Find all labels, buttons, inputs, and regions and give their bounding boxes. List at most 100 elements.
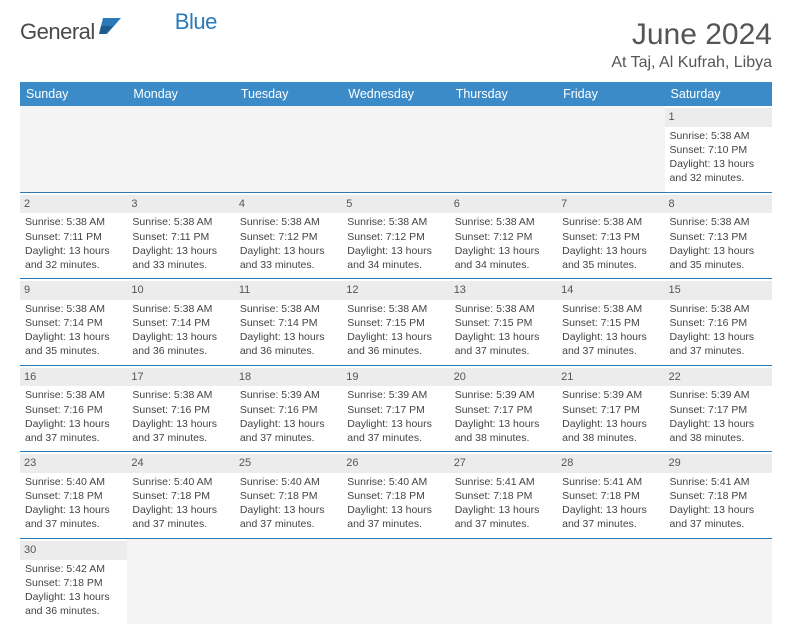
sunset-line: Sunset: 7:18 PM — [670, 489, 767, 503]
day-number: 1 — [665, 108, 772, 127]
day-number: 22 — [665, 368, 772, 387]
day-number: 7 — [557, 195, 664, 214]
day-number: 13 — [450, 281, 557, 300]
sunset-line: Sunset: 7:12 PM — [240, 230, 337, 244]
sunset-line: Sunset: 7:17 PM — [670, 403, 767, 417]
calendar-day-cell: 29Sunrise: 5:41 AMSunset: 7:18 PMDayligh… — [665, 452, 772, 539]
sunrise-line: Sunrise: 5:38 AM — [455, 215, 552, 229]
calendar-day-cell: 6Sunrise: 5:38 AMSunset: 7:12 PMDaylight… — [450, 192, 557, 279]
daylight-line: Daylight: 13 hours and 37 minutes. — [562, 503, 659, 531]
calendar-day-cell: 7Sunrise: 5:38 AMSunset: 7:13 PMDaylight… — [557, 192, 664, 279]
calendar-day-cell: 24Sunrise: 5:40 AMSunset: 7:18 PMDayligh… — [127, 452, 234, 539]
day-number: 21 — [557, 368, 664, 387]
day-number: 26 — [342, 454, 449, 473]
sunrise-line: Sunrise: 5:39 AM — [562, 388, 659, 402]
calendar-day-cell — [235, 106, 342, 192]
sunset-line: Sunset: 7:13 PM — [562, 230, 659, 244]
calendar-day-cell — [450, 538, 557, 624]
daylight-line: Daylight: 13 hours and 38 minutes. — [670, 417, 767, 445]
calendar-week-row: 1Sunrise: 5:38 AMSunset: 7:10 PMDaylight… — [20, 106, 772, 192]
logo-text-1: General — [20, 19, 95, 45]
calendar-day-cell: 4Sunrise: 5:38 AMSunset: 7:12 PMDaylight… — [235, 192, 342, 279]
day-number: 4 — [235, 195, 342, 214]
calendar-week-row: 2Sunrise: 5:38 AMSunset: 7:11 PMDaylight… — [20, 192, 772, 279]
sunset-line: Sunset: 7:15 PM — [455, 316, 552, 330]
sunrise-line: Sunrise: 5:38 AM — [670, 302, 767, 316]
calendar-day-cell: 17Sunrise: 5:38 AMSunset: 7:16 PMDayligh… — [127, 365, 234, 452]
day-number: 14 — [557, 281, 664, 300]
sunrise-line: Sunrise: 5:38 AM — [240, 302, 337, 316]
calendar-day-cell — [665, 538, 772, 624]
weekday-header: Monday — [127, 82, 234, 106]
sunrise-line: Sunrise: 5:40 AM — [132, 475, 229, 489]
calendar-day-cell: 22Sunrise: 5:39 AMSunset: 7:17 PMDayligh… — [665, 365, 772, 452]
daylight-line: Daylight: 13 hours and 38 minutes. — [562, 417, 659, 445]
calendar-day-cell — [557, 538, 664, 624]
sunset-line: Sunset: 7:11 PM — [132, 230, 229, 244]
daylight-line: Daylight: 13 hours and 37 minutes. — [240, 417, 337, 445]
calendar-day-cell — [127, 106, 234, 192]
sunset-line: Sunset: 7:16 PM — [670, 316, 767, 330]
calendar-day-cell: 14Sunrise: 5:38 AMSunset: 7:15 PMDayligh… — [557, 279, 664, 366]
day-number: 5 — [342, 195, 449, 214]
sunset-line: Sunset: 7:17 PM — [347, 403, 444, 417]
sunset-line: Sunset: 7:18 PM — [132, 489, 229, 503]
calendar-day-cell: 11Sunrise: 5:38 AMSunset: 7:14 PMDayligh… — [235, 279, 342, 366]
sunset-line: Sunset: 7:12 PM — [455, 230, 552, 244]
daylight-line: Daylight: 13 hours and 37 minutes. — [670, 330, 767, 358]
calendar-day-cell: 26Sunrise: 5:40 AMSunset: 7:18 PMDayligh… — [342, 452, 449, 539]
location-label: At Taj, Al Kufrah, Libya — [611, 54, 772, 72]
logo: General Blue — [20, 18, 217, 45]
calendar-body: 1Sunrise: 5:38 AMSunset: 7:10 PMDaylight… — [20, 106, 772, 624]
calendar-day-cell: 1Sunrise: 5:38 AMSunset: 7:10 PMDaylight… — [665, 106, 772, 192]
calendar-week-row: 9Sunrise: 5:38 AMSunset: 7:14 PMDaylight… — [20, 279, 772, 366]
sunrise-line: Sunrise: 5:38 AM — [562, 215, 659, 229]
calendar-day-cell: 10Sunrise: 5:38 AMSunset: 7:14 PMDayligh… — [127, 279, 234, 366]
calendar-day-cell: 15Sunrise: 5:38 AMSunset: 7:16 PMDayligh… — [665, 279, 772, 366]
calendar-day-cell: 30Sunrise: 5:42 AMSunset: 7:18 PMDayligh… — [20, 538, 127, 624]
sunset-line: Sunset: 7:17 PM — [455, 403, 552, 417]
daylight-line: Daylight: 13 hours and 37 minutes. — [670, 503, 767, 531]
day-number: 30 — [20, 541, 127, 560]
calendar-day-cell: 25Sunrise: 5:40 AMSunset: 7:18 PMDayligh… — [235, 452, 342, 539]
sunrise-line: Sunrise: 5:41 AM — [670, 475, 767, 489]
daylight-line: Daylight: 13 hours and 37 minutes. — [240, 503, 337, 531]
sunrise-line: Sunrise: 5:38 AM — [132, 302, 229, 316]
calendar-day-cell: 23Sunrise: 5:40 AMSunset: 7:18 PMDayligh… — [20, 452, 127, 539]
sunrise-line: Sunrise: 5:40 AM — [25, 475, 122, 489]
sunset-line: Sunset: 7:18 PM — [240, 489, 337, 503]
calendar-day-cell: 27Sunrise: 5:41 AMSunset: 7:18 PMDayligh… — [450, 452, 557, 539]
day-number: 8 — [665, 195, 772, 214]
sunrise-line: Sunrise: 5:38 AM — [132, 215, 229, 229]
month-title: June 2024 — [611, 18, 772, 52]
day-number: 28 — [557, 454, 664, 473]
daylight-line: Daylight: 13 hours and 37 minutes. — [455, 503, 552, 531]
weekday-header-row: SundayMondayTuesdayWednesdayThursdayFrid… — [20, 82, 772, 106]
day-number: 2 — [20, 195, 127, 214]
weekday-header: Tuesday — [235, 82, 342, 106]
calendar-day-cell: 13Sunrise: 5:38 AMSunset: 7:15 PMDayligh… — [450, 279, 557, 366]
weekday-header: Friday — [557, 82, 664, 106]
sunset-line: Sunset: 7:10 PM — [670, 143, 767, 157]
sunset-line: Sunset: 7:14 PM — [240, 316, 337, 330]
day-number: 18 — [235, 368, 342, 387]
daylight-line: Daylight: 13 hours and 37 minutes. — [132, 417, 229, 445]
daylight-line: Daylight: 13 hours and 34 minutes. — [347, 244, 444, 272]
day-number: 11 — [235, 281, 342, 300]
daylight-line: Daylight: 13 hours and 37 minutes. — [25, 417, 122, 445]
calendar-table: SundayMondayTuesdayWednesdayThursdayFrid… — [20, 82, 772, 624]
sunrise-line: Sunrise: 5:38 AM — [25, 215, 122, 229]
calendar-day-cell: 18Sunrise: 5:39 AMSunset: 7:16 PMDayligh… — [235, 365, 342, 452]
sunrise-line: Sunrise: 5:38 AM — [562, 302, 659, 316]
daylight-line: Daylight: 13 hours and 35 minutes. — [25, 330, 122, 358]
calendar-day-cell: 28Sunrise: 5:41 AMSunset: 7:18 PMDayligh… — [557, 452, 664, 539]
header-right: June 2024 At Taj, Al Kufrah, Libya — [611, 18, 772, 72]
calendar-week-row: 23Sunrise: 5:40 AMSunset: 7:18 PMDayligh… — [20, 452, 772, 539]
logo-text-2: Blue — [175, 9, 217, 35]
day-number: 6 — [450, 195, 557, 214]
daylight-line: Daylight: 13 hours and 32 minutes. — [670, 157, 767, 185]
weekday-header: Thursday — [450, 82, 557, 106]
daylight-line: Daylight: 13 hours and 33 minutes. — [132, 244, 229, 272]
day-number: 16 — [20, 368, 127, 387]
calendar-day-cell: 2Sunrise: 5:38 AMSunset: 7:11 PMDaylight… — [20, 192, 127, 279]
